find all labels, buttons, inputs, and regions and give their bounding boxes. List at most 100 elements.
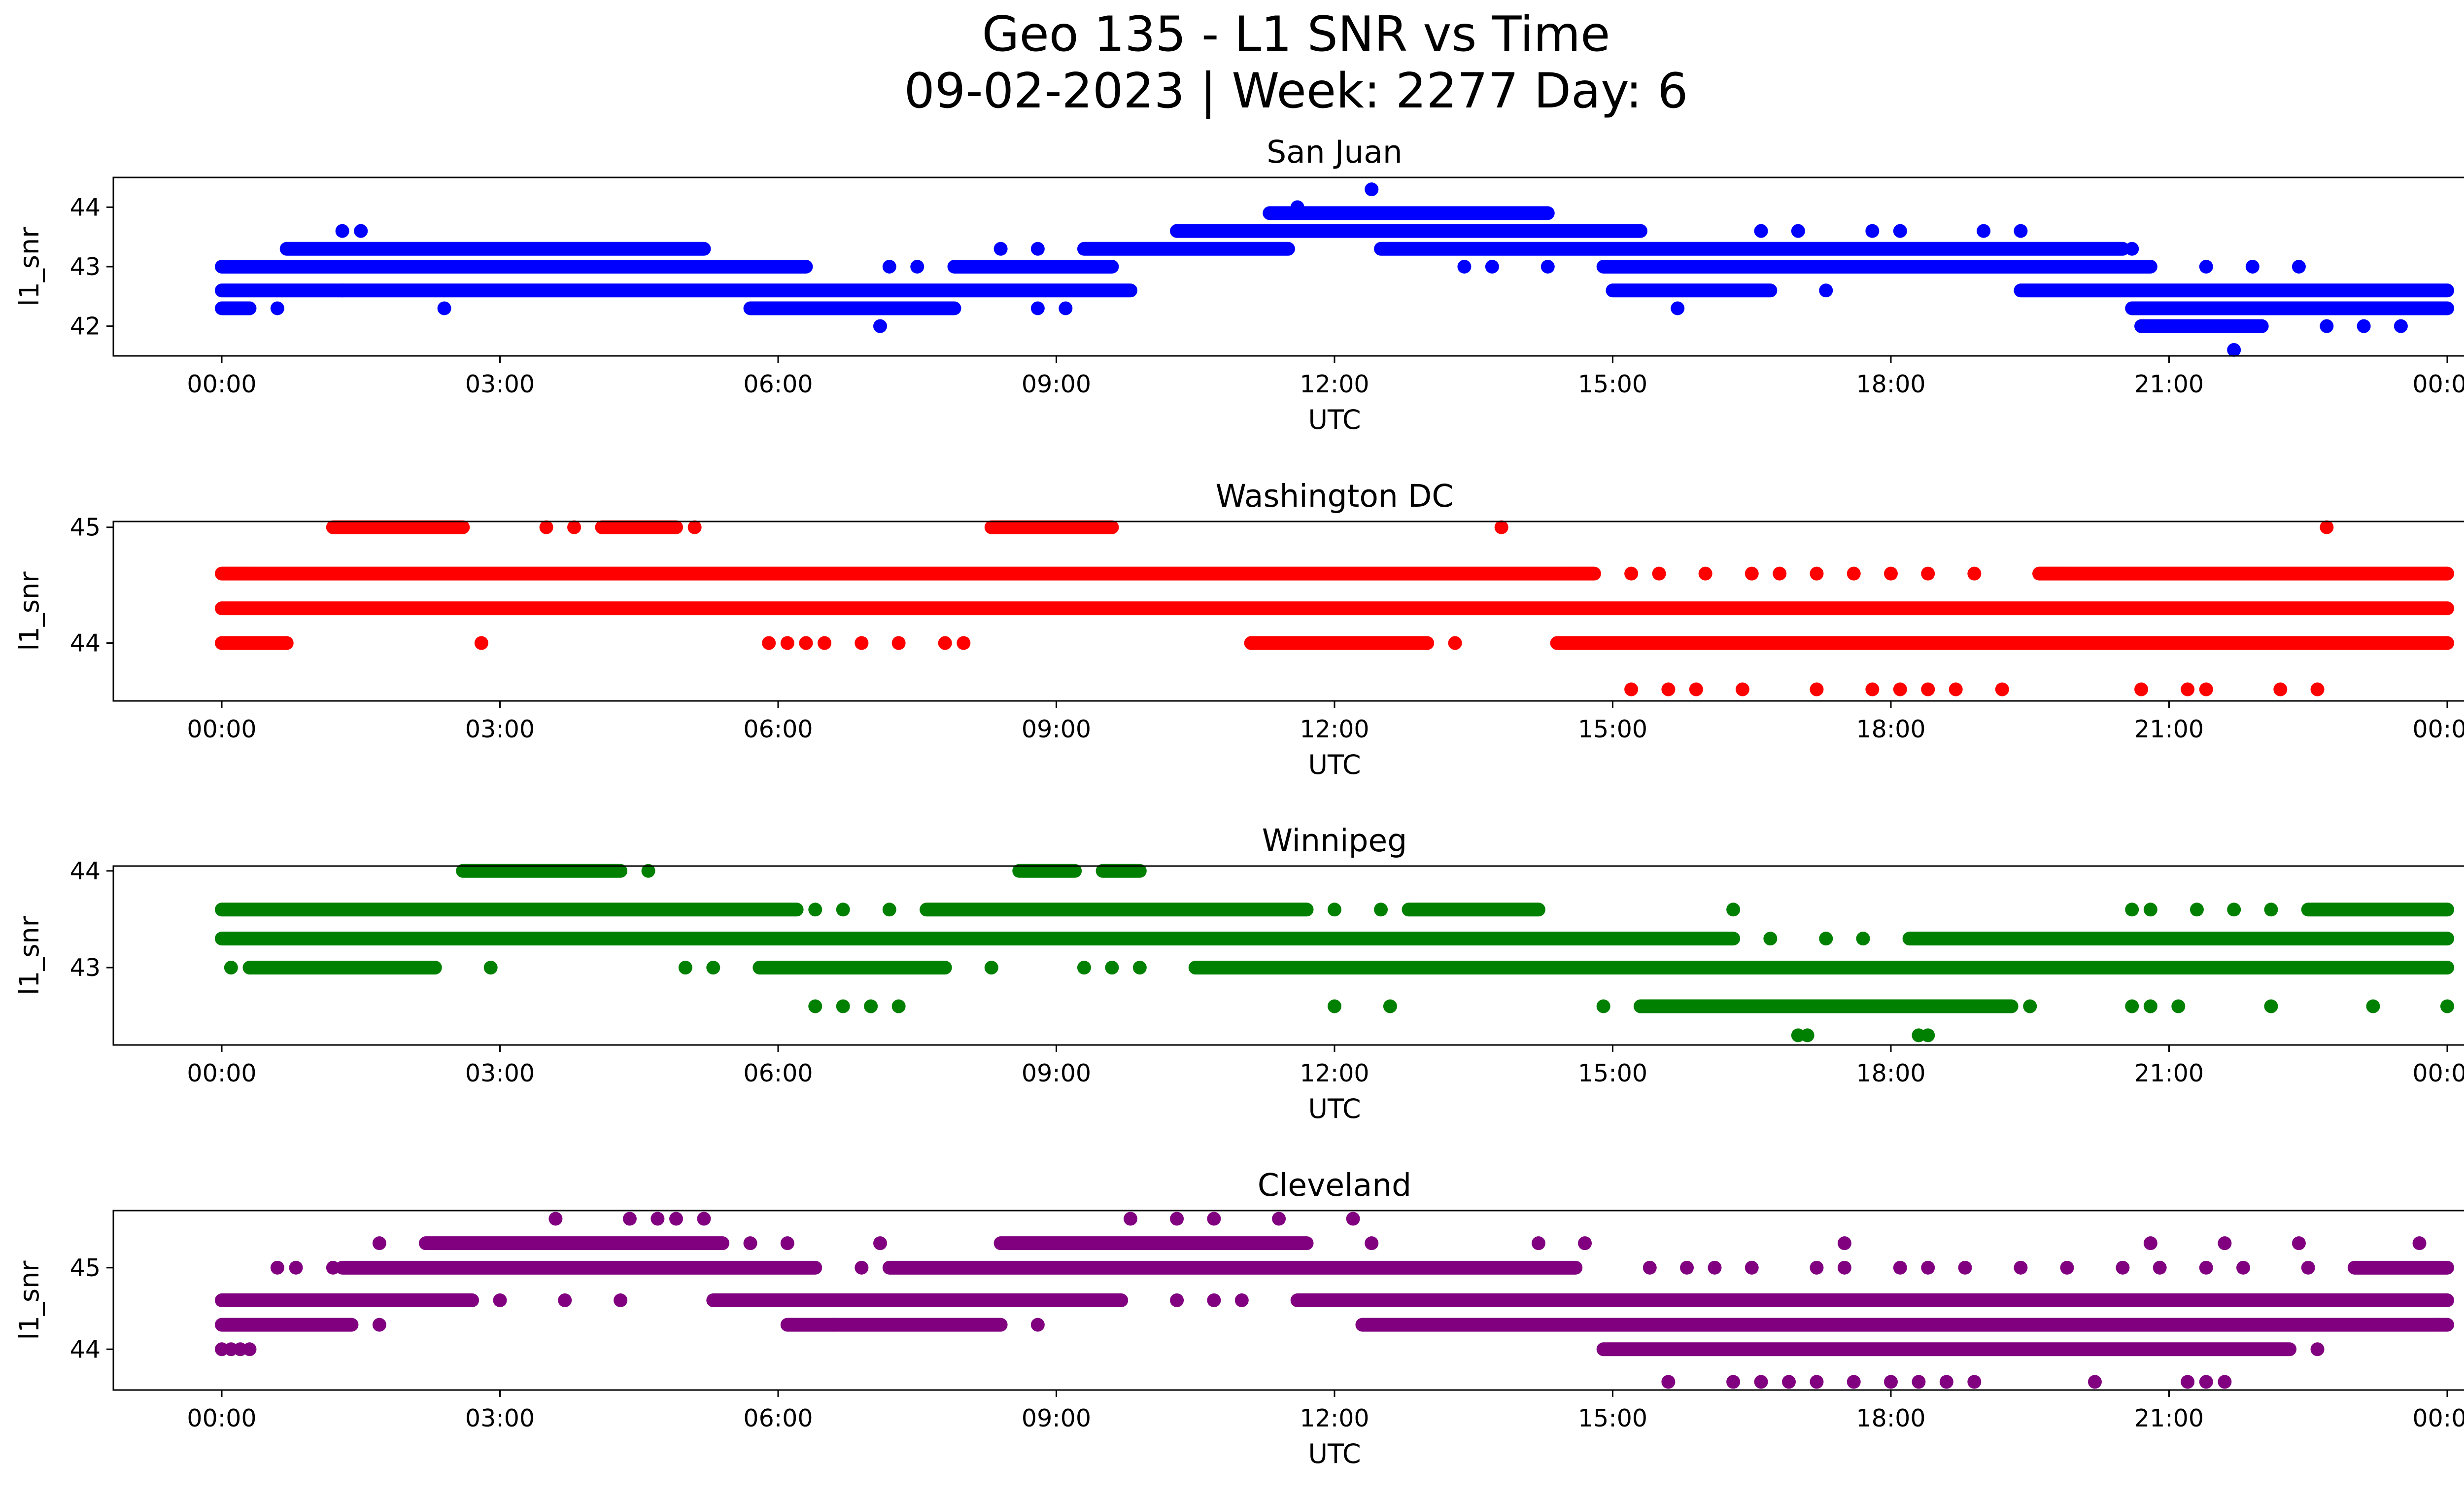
x-tick-label: 03:00: [465, 1404, 535, 1432]
data-point: [1624, 682, 1639, 696]
x-tick-label: 18:00: [1856, 370, 1925, 398]
data-point: [1485, 260, 1499, 274]
x-tick-label: 09:00: [1022, 370, 1091, 398]
data-point: [1643, 1260, 1657, 1275]
panel-winnipeg: Winnipeg 00:00 03:00 06:00 09:00 12:00 15:00 18…: [14, 823, 2464, 1124]
data-point: [1847, 566, 1861, 581]
data-point: [474, 636, 488, 650]
y-axis-label: l1_snr: [14, 571, 45, 651]
data-point: [1494, 520, 1508, 534]
data-point: [1949, 682, 1963, 696]
x-tick-label: 15:00: [1578, 370, 1647, 398]
panel-san-juan: San Juan 00:00 03:00 06:00 09:00 12:00 15:00 18…: [14, 134, 2464, 435]
data-point: [224, 961, 238, 975]
data-point: [2125, 999, 2139, 1013]
data-point: [1745, 1260, 1759, 1275]
data-point: [1819, 932, 1833, 946]
y-tick-label: 44: [70, 1335, 101, 1363]
data-point: [1030, 301, 1045, 315]
data-point: [1967, 566, 1982, 581]
data-point: [2199, 682, 2213, 696]
data-point: [2143, 999, 2157, 1013]
data-point: [1531, 1236, 1545, 1251]
data-point: [2199, 260, 2213, 274]
data-point: [1374, 903, 1388, 917]
data-point: [1365, 182, 1379, 197]
x-tick-label: 15:00: [1578, 715, 1647, 743]
y-tick-label: 44: [70, 857, 101, 885]
data-point: [2125, 242, 2139, 256]
x-tick-label: 21:00: [2134, 715, 2204, 743]
data-point: [2116, 1260, 2130, 1275]
y-axis-label: l1_snr: [14, 1260, 45, 1340]
x-tick-label: 03:00: [465, 1059, 535, 1087]
data-point: [2236, 1260, 2251, 1275]
data-point: [2014, 1260, 2028, 1275]
y-tick-label: 45: [70, 1254, 101, 1282]
data-point: [2292, 1236, 2306, 1251]
x-tick-label: 21:00: [2134, 1059, 2204, 1087]
x-tick-label: 00:00: [2412, 715, 2464, 743]
data-point: [687, 520, 702, 534]
x-tick-label: 06:00: [743, 1059, 813, 1087]
data-point: [1383, 999, 1397, 1013]
x-axis-label: UTC: [1308, 1438, 1361, 1469]
data-point: [1819, 283, 1833, 298]
x-tick-label: 15:00: [1578, 1059, 1647, 1087]
y-axis-label: l1_snr: [14, 227, 45, 307]
y-tick-label: 44: [70, 193, 101, 221]
data-point: [1763, 932, 1778, 946]
x-tick-label: 12:00: [1300, 1059, 1369, 1087]
x-tick-label: 15:00: [1578, 1404, 1647, 1432]
x-tick-label: 06:00: [743, 715, 813, 743]
data-point: [1958, 1260, 1972, 1275]
data-point: [2199, 1375, 2213, 1389]
data-point: [910, 260, 924, 274]
data-point: [1290, 200, 1304, 214]
data-point: [493, 1293, 507, 1307]
data-point: [2412, 1236, 2427, 1251]
data-point: [614, 1293, 628, 1307]
data-point: [1865, 682, 1880, 696]
x-tick-label: 00:00: [187, 1404, 256, 1432]
data-point: [1272, 1212, 1286, 1226]
data-point: [1030, 1318, 1045, 1332]
data-point: [335, 224, 349, 238]
x-tick-label: 09:00: [1022, 715, 1091, 743]
data-point: [1355, 1293, 1369, 1307]
data-point: [1893, 682, 1907, 696]
data-point: [1680, 1260, 1694, 1275]
data-point: [1671, 301, 1685, 315]
data-point: [1967, 1375, 1982, 1389]
y-axis-label: l1_snr: [14, 915, 45, 995]
data-marks: [215, 1212, 2454, 1389]
data-point: [622, 1212, 637, 1226]
data-point: [2023, 999, 2037, 1013]
data-point: [1346, 1212, 1360, 1226]
x-tick-label: 00:00: [2412, 370, 2464, 398]
data-point: [1540, 260, 1555, 274]
data-point: [1234, 1293, 1249, 1307]
panels: San Juan 00:00 03:00 06:00 09:00 12:00 15:00 18…: [14, 134, 2464, 1469]
x-tick-label: 21:00: [2134, 1404, 2204, 1432]
data-point: [836, 999, 850, 1013]
data-point: [1457, 260, 1472, 274]
data-point: [2060, 1260, 2074, 1275]
data-point: [548, 1212, 563, 1226]
data-point: [2143, 903, 2157, 917]
data-point: [706, 961, 720, 975]
data-point: [2366, 999, 2380, 1013]
data-point: [1578, 1236, 1592, 1251]
data-point: [1448, 636, 1462, 650]
data-point: [1884, 1375, 1898, 1389]
data-point: [372, 1236, 386, 1251]
data-point: [1837, 1236, 1851, 1251]
x-tick-label: 18:00: [1856, 1059, 1925, 1087]
data-point: [1596, 999, 1610, 1013]
panel-washington-dc: Washington DC 00:00 03:00 06:00 09:00 12:00 15…: [14, 478, 2464, 780]
data-point: [270, 301, 284, 315]
data-point: [558, 1293, 572, 1307]
data-point: [1689, 682, 1703, 696]
x-axis-label: UTC: [1308, 1093, 1361, 1124]
x-tick-label: 09:00: [1022, 1404, 1091, 1432]
